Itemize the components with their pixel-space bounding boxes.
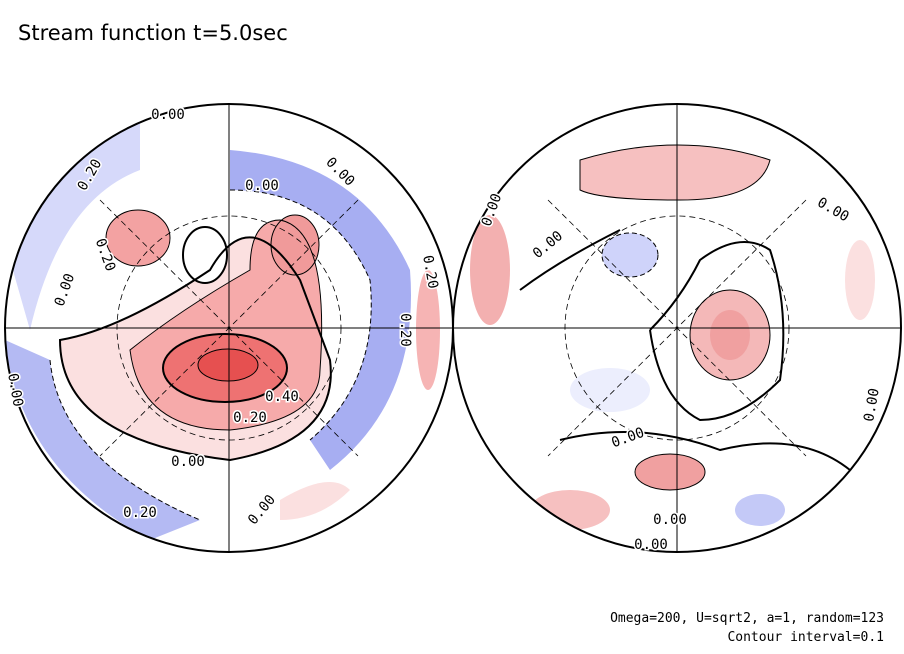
footnote: Omega=200, U=sqrt2, a=1, random=123 <box>610 611 884 626</box>
contour-label: 0.00 <box>245 178 279 194</box>
contour-label: 0.00 <box>609 425 646 452</box>
footnote: Contour interval=0.1 <box>727 630 884 645</box>
title: Stream function t=5.0sec <box>18 21 288 45</box>
contour-label: 0.20 <box>123 505 157 521</box>
contour-label: 0.00 <box>530 228 566 262</box>
contour-label: 0.00 <box>171 454 205 470</box>
contour-label: 0.20 <box>397 313 413 347</box>
contour-lines <box>4 103 902 553</box>
contour-label: 0.00 <box>479 191 506 228</box>
contour-label: 0.00 <box>814 195 851 226</box>
left-hemisphere-shading <box>5 104 453 552</box>
contour-label: 0.00 <box>653 512 687 528</box>
contour-labels: 0.000.20 0.00 0.000.200.00 0.200.200.00 0.40… <box>3 106 885 555</box>
contour-label: 0.20 <box>233 410 267 426</box>
contour-label: 0.00 <box>861 387 883 423</box>
right-hemisphere-shading <box>470 145 875 530</box>
contour-label: 0.40 <box>265 389 299 405</box>
contour-label: 0.00 <box>151 107 185 123</box>
contour-label: 0.00 <box>634 537 668 553</box>
